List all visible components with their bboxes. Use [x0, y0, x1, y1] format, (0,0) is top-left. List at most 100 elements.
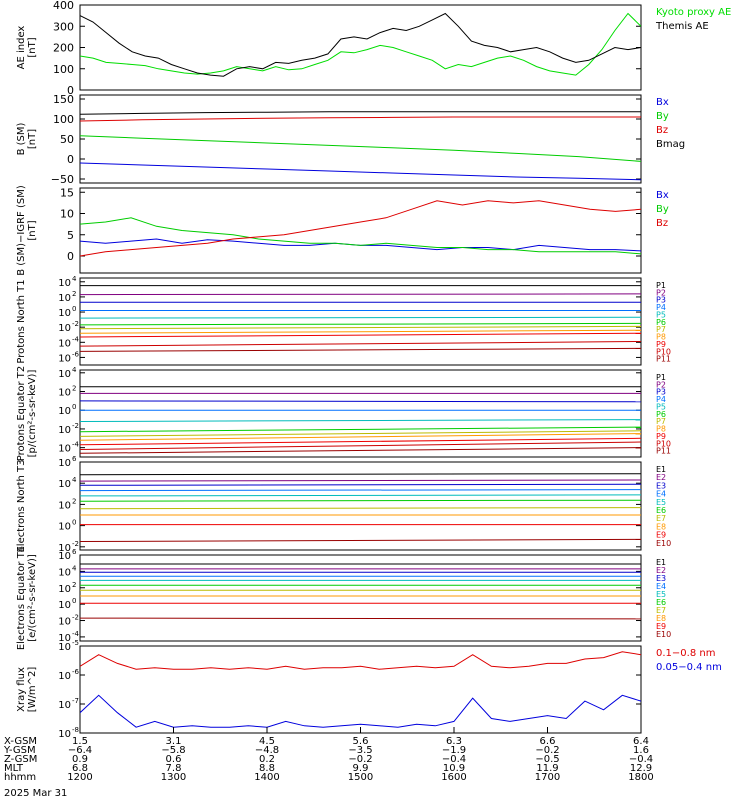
panel-frame — [79, 277, 642, 366]
y-tick-exponent: -4 — [72, 335, 80, 343]
legend-entry: P8 — [656, 425, 666, 434]
legend-entry: P11 — [656, 447, 671, 456]
y-tick-label: 400 — [53, 0, 74, 12]
y-tick-label: 10 — [58, 293, 71, 304]
y-tick-label: 10 — [60, 208, 74, 221]
legend-entry: By — [656, 204, 669, 215]
y-tick-label: 10 — [58, 642, 71, 653]
series-p10 — [80, 441, 641, 450]
legend-entry: P8 — [656, 333, 666, 342]
legend-entry: P4 — [656, 303, 666, 312]
series-e10 — [80, 538, 641, 542]
legend-entry: P9 — [656, 432, 666, 441]
legend-entry: Bx — [656, 97, 669, 108]
legend-entry: P9 — [656, 340, 666, 349]
y-tick-label: 10 — [58, 369, 71, 380]
y-axis-unit: [nT] — [27, 220, 38, 240]
legend-entry: E10 — [656, 539, 671, 548]
y-tick-label: 10 — [58, 551, 71, 562]
series-p8 — [80, 433, 641, 441]
y-axis-unit: [nT] — [27, 37, 38, 57]
y-tick-exponent: -6 — [72, 350, 80, 358]
series-by — [80, 135, 641, 162]
x-axis-value: 1400 — [254, 772, 279, 783]
x-axis-value: 1.5 — [72, 736, 88, 747]
legend-entry: E1 — [656, 558, 666, 567]
y-axis-label: Xray flux — [16, 667, 27, 712]
series-p3 — [80, 400, 641, 403]
panel-frame — [79, 554, 642, 642]
x-axis-value: 1500 — [348, 772, 373, 783]
x-axis-value: 1600 — [441, 772, 466, 783]
legend-entry: E8 — [656, 614, 666, 623]
y-tick-label: −50 — [51, 173, 74, 186]
y-axis-label-group: Xray flux [W/m^2] — [16, 667, 38, 713]
x-axis-value: −0.4 — [629, 754, 653, 765]
x-axis-value: 0.9 — [72, 754, 88, 765]
legend-entry: P6 — [656, 318, 666, 327]
y-tick-exponent: 4 — [72, 366, 77, 374]
legend-entry: E7 — [656, 606, 666, 615]
legend-entry: P3 — [656, 296, 666, 305]
date-label: 2025 Mar 31 — [4, 788, 67, 799]
y-tick-label: 10 — [58, 729, 71, 740]
series-e5 — [80, 494, 641, 497]
y-axis-unit: [p/(cm²-s-sr-keV)] — [27, 370, 38, 458]
series-p5 — [80, 419, 641, 422]
y-tick-label: 10 — [58, 633, 71, 644]
y-tick-exponent: 2 — [72, 290, 76, 298]
x-axis-value: −0.5 — [535, 754, 559, 765]
series-p11 — [80, 347, 641, 352]
x-axis-value: 1200 — [67, 772, 92, 783]
y-axis-label-group: Protons Equator T2 [p/(cm²-s-sr-keV)] — [16, 366, 38, 462]
legend-entry: P5 — [656, 310, 666, 319]
legend-entry: P5 — [656, 402, 666, 411]
x-axis-value: −0.4 — [442, 754, 466, 765]
series-e2 — [80, 479, 641, 482]
y-tick-label: 10 — [58, 479, 71, 490]
y-axis-label: Protons North T1 — [16, 279, 27, 363]
x-axis-value: 7.8 — [166, 763, 182, 774]
series-p2 — [80, 293, 641, 296]
y-tick-label: 200 — [53, 42, 74, 55]
legend-entry: P7 — [656, 417, 666, 426]
x-axis-row-label: MLT — [4, 763, 24, 774]
legend-entry: E3 — [656, 574, 666, 583]
series-e1 — [80, 473, 641, 476]
legend-entry: E8 — [656, 522, 666, 531]
y-tick-exponent: 0 — [72, 519, 76, 527]
y-tick-label: 10 — [58, 425, 71, 436]
x-axis-value: 8.8 — [259, 763, 275, 774]
series-e10 — [80, 617, 641, 620]
panel-frame — [79, 645, 642, 734]
y-tick-label: 10 — [58, 444, 71, 455]
series-p9 — [80, 332, 641, 338]
x-axis-value: 10.9 — [443, 763, 465, 774]
legend-entry: By — [656, 111, 669, 122]
series-p6 — [80, 426, 641, 433]
y-axis-label: B (SM) — [16, 122, 27, 155]
series-e6 — [80, 499, 641, 502]
legend-entry: P7 — [656, 325, 666, 334]
legend-entry: P6 — [656, 410, 666, 419]
panel-frame — [79, 4, 642, 91]
y-axis-label-group: Protons North T1 — [16, 279, 27, 363]
x-axis-row-label: Z-GSM — [4, 754, 37, 765]
y-tick-exponent: 4 — [72, 275, 77, 283]
y-tick-label: 10 — [58, 543, 71, 554]
y-axis-label: Electrons Equator T4 — [16, 546, 27, 650]
x-axis-value: −0.2 — [535, 745, 559, 756]
series-e4 — [80, 489, 641, 492]
x-axis-value: −4.8 — [255, 745, 279, 756]
legend-entry: Bx — [656, 190, 669, 201]
y-axis-label-group: B (SM)−IGRF (SM) [nT] — [16, 185, 38, 276]
series-e3 — [80, 483, 641, 486]
y-tick-exponent: -5 — [72, 639, 79, 647]
x-axis-value: 12.9 — [630, 763, 652, 774]
y-tick-exponent: -2 — [72, 422, 79, 430]
y-axis-label-group: B (SM) [nT] — [16, 122, 38, 155]
legend-entry: E3 — [656, 481, 666, 490]
legend-entry: 0.05−0.4 nm — [656, 662, 722, 673]
legend-entry: P1 — [656, 373, 666, 382]
